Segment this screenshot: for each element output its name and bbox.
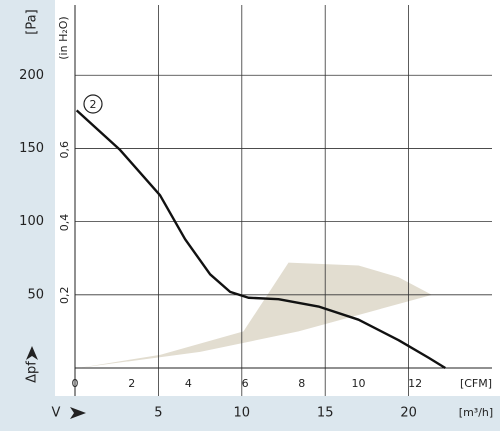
x2-tick-label: 12 [408, 377, 422, 390]
y-tick-label: 50 [27, 287, 44, 302]
x2-tick-label: 2 [128, 377, 135, 390]
y2-label: (in H₂O) [57, 16, 70, 59]
y2-tick-label: 0,6 [58, 141, 71, 159]
curve [75, 109, 446, 370]
x-tick-label: 20 [400, 406, 417, 421]
operating-region [78, 262, 432, 368]
y-tick-label: 100 [19, 214, 44, 229]
x2-label: [CFM] [460, 377, 492, 390]
x-tick-label: 15 [317, 406, 334, 421]
x2-tick-label: 6 [242, 377, 249, 390]
y2-tick-label: 0,4 [58, 214, 71, 232]
x2-tick-label: 4 [185, 377, 192, 390]
x2-tick-label: 8 [298, 377, 305, 390]
plot [74, 5, 492, 396]
arrow [26, 346, 38, 360]
x2-tick-label: 0 [72, 377, 79, 390]
y-tick-label: 150 [19, 141, 44, 156]
x2-tick-label: 10 [351, 377, 365, 390]
annotation-circle [83, 94, 103, 114]
y-label: [Pa] [25, 9, 40, 34]
arrow [70, 407, 86, 419]
x-tick-label: 10 [234, 406, 251, 421]
y-label-bottom: Δpf [25, 361, 40, 383]
x-tick-label: 5 [154, 406, 162, 421]
y2-tick-label: 0,2 [58, 287, 71, 305]
x-label-left: V [52, 406, 61, 421]
x-label: [m³/h] [459, 406, 493, 419]
annotation: 2 [90, 98, 97, 111]
left-band [0, 0, 55, 431]
y-tick-label: 200 [19, 68, 44, 83]
